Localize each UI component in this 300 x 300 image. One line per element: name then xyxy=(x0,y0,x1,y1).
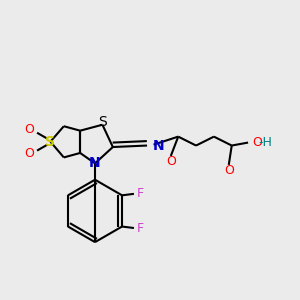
Text: S: S xyxy=(98,115,107,129)
Text: O: O xyxy=(25,147,34,160)
Text: N: N xyxy=(152,139,164,152)
Text: O: O xyxy=(253,136,262,149)
Text: O: O xyxy=(25,123,34,136)
Text: O: O xyxy=(224,164,234,177)
Text: F: F xyxy=(136,187,143,200)
Text: S: S xyxy=(45,135,56,149)
Text: O: O xyxy=(166,155,176,168)
Text: N: N xyxy=(89,156,101,170)
Text: F: F xyxy=(136,221,143,235)
Text: -H: -H xyxy=(259,136,272,149)
